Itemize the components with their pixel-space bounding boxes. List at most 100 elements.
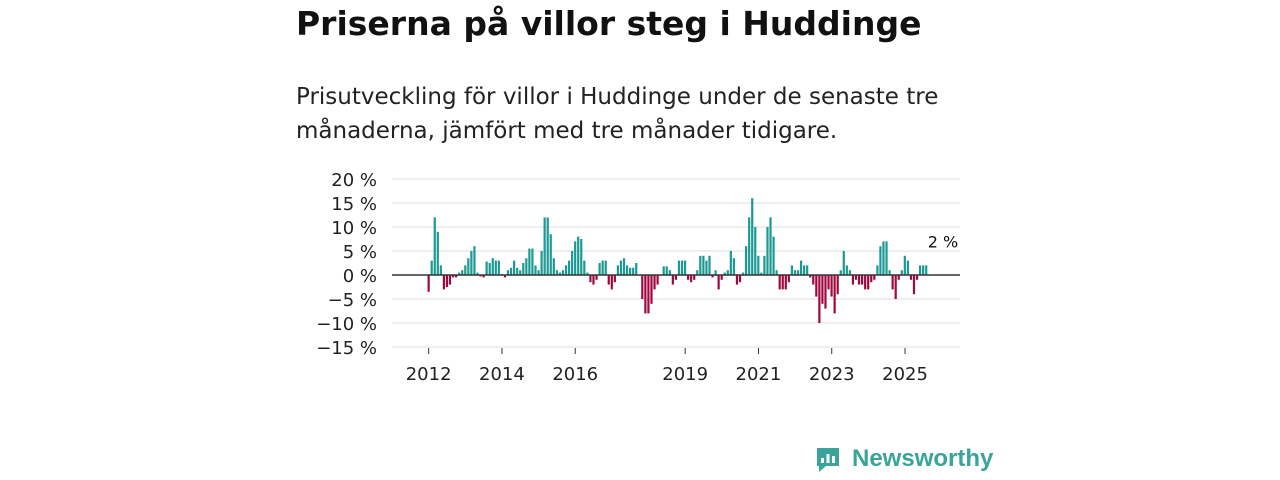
bar-series [427, 198, 928, 323]
bar [436, 231, 439, 275]
bar [653, 275, 656, 290]
bar [711, 275, 714, 278]
bar [458, 272, 461, 275]
bar [751, 198, 754, 275]
bar [693, 275, 696, 280]
bar [879, 246, 882, 275]
bar [867, 275, 870, 290]
bar [717, 275, 720, 290]
bar [821, 275, 824, 304]
bar [598, 263, 601, 275]
bar [687, 275, 690, 280]
bar [680, 260, 684, 275]
bar [470, 251, 473, 275]
bar [473, 246, 476, 275]
bar [592, 275, 595, 285]
bar [427, 275, 430, 292]
bar [824, 275, 827, 309]
bar [760, 272, 763, 275]
bar [702, 255, 705, 275]
bar [741, 272, 745, 275]
bar [699, 255, 702, 275]
bar [467, 258, 470, 275]
bar [885, 241, 888, 275]
bar [900, 270, 903, 275]
bar [912, 275, 916, 295]
bar [683, 260, 687, 275]
y-tick-label: 15 % [331, 194, 377, 215]
bar [619, 260, 623, 275]
bar [861, 275, 864, 285]
bar [632, 267, 635, 275]
bar [607, 275, 610, 285]
bar [735, 275, 739, 285]
newsworthy-logo-icon [817, 448, 839, 472]
bar [525, 258, 528, 275]
bar [540, 251, 543, 275]
bar [873, 275, 876, 280]
bar [574, 241, 577, 275]
bar [857, 275, 861, 285]
bar [745, 246, 748, 275]
annotations: 2 % [928, 232, 958, 251]
newsworthy-logo: Newsworthy [814, 445, 993, 473]
bar [864, 275, 867, 290]
x-tick-label: 2023 [809, 364, 855, 385]
bar [555, 270, 558, 275]
x-tick-label: 2021 [736, 364, 782, 385]
bar [827, 275, 830, 290]
bar [778, 275, 781, 290]
bar [528, 248, 531, 275]
bar [430, 260, 433, 275]
bar [775, 270, 778, 275]
bar [677, 260, 681, 275]
bar [812, 275, 815, 285]
bar [613, 275, 616, 283]
y-axis-labels: 20 % 15 % 10 % 5 % 0 % −5 % −10 % −15 % [316, 170, 377, 359]
bar [665, 266, 668, 275]
bar [491, 258, 494, 275]
bar [571, 251, 574, 275]
bar [790, 265, 793, 275]
bar [769, 217, 772, 275]
bar [448, 275, 452, 285]
bar [729, 251, 732, 275]
bar [604, 260, 607, 275]
bar [854, 275, 858, 280]
bar [546, 217, 549, 275]
bar [586, 272, 589, 275]
bar [754, 227, 757, 275]
bar [851, 275, 855, 285]
bar [772, 236, 775, 275]
bar [714, 270, 717, 275]
bar [757, 255, 760, 275]
bar [601, 260, 604, 275]
y-tick-label: 0 % [343, 266, 377, 287]
bar [610, 275, 613, 290]
x-tick-label: 2014 [479, 364, 525, 385]
bar [595, 275, 598, 280]
bar [705, 260, 708, 275]
y-tick-label: 10 % [331, 218, 377, 239]
bar [622, 258, 626, 275]
latest-value-label: 2 % [928, 232, 958, 251]
bar [445, 275, 449, 287]
y-tick-label: 5 % [343, 242, 377, 263]
bar [589, 275, 592, 283]
bar [488, 263, 491, 275]
bar [577, 236, 580, 275]
bar [543, 217, 546, 275]
bar [748, 217, 751, 275]
y-tick-label: −15 % [316, 338, 377, 359]
y-tick-label: −10 % [316, 314, 377, 335]
bar [656, 275, 659, 285]
bar [616, 265, 619, 275]
x-axis-ticks: 2012 2014 2016 2019 2021 2023 2025 [406, 348, 928, 385]
bar [848, 270, 851, 275]
bar [830, 275, 833, 297]
bar [485, 261, 488, 275]
bar [833, 275, 836, 314]
bar [784, 275, 787, 290]
bar [558, 272, 562, 275]
